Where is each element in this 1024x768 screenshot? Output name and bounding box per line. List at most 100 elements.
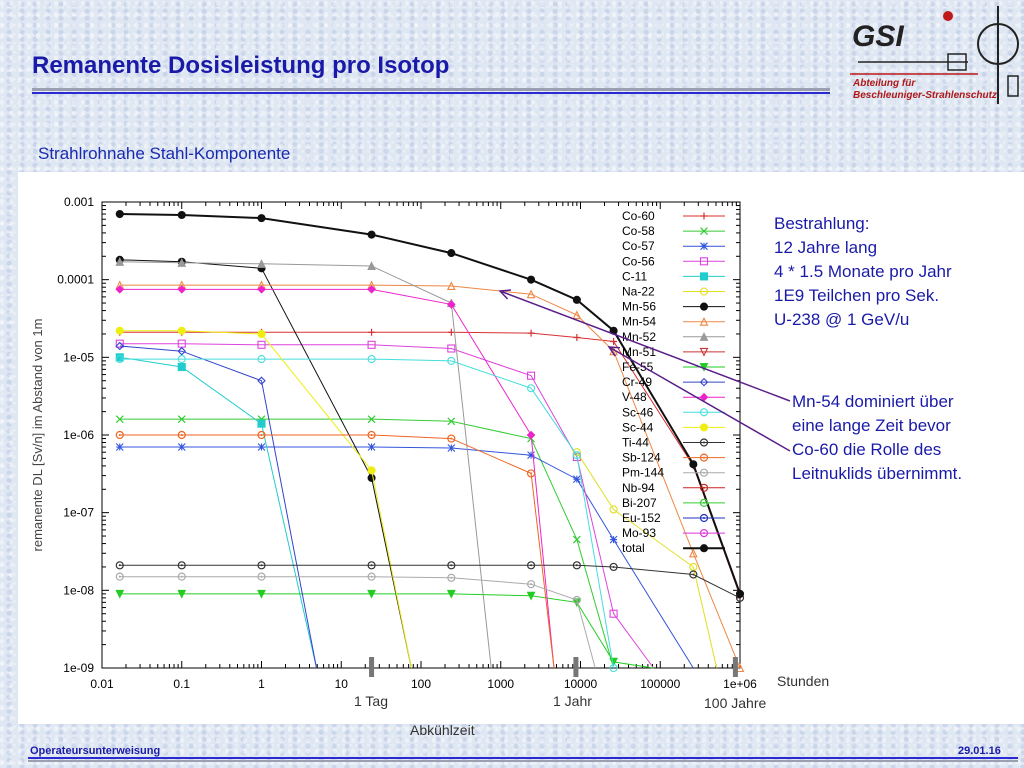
series-marker	[572, 595, 581, 605]
series-marker	[367, 466, 376, 475]
mn54-annotation-line: Leitnuklids übernimmt.	[792, 464, 963, 483]
y-tick-label: 1e-05	[63, 350, 94, 364]
series-marker	[115, 341, 125, 351]
series-marker	[115, 589, 125, 599]
title-divider	[32, 88, 830, 91]
footer-divider	[28, 757, 1018, 759]
time-mark-bar	[732, 657, 738, 677]
y-tick-label: 1e-08	[63, 583, 94, 597]
slide-subtitle: Strahlrohnahe Stahl-Komponente	[38, 144, 291, 163]
series-marker	[699, 347, 709, 357]
series-marker	[572, 475, 581, 484]
y-tick-label: 1e-09	[63, 661, 94, 675]
series-marker	[260, 434, 263, 436]
series-marker	[177, 415, 186, 424]
footer-divider-accent	[28, 760, 1018, 762]
annotation-arrow-head	[498, 289, 512, 300]
series-marker	[257, 340, 266, 349]
series-marker	[367, 230, 376, 239]
series-marker	[703, 456, 705, 459]
series-marker	[447, 344, 456, 353]
series-marker	[699, 468, 709, 477]
series-marker	[367, 589, 376, 599]
series-line	[119, 343, 654, 669]
series-marker	[177, 561, 186, 570]
series-marker	[699, 513, 709, 523]
series-marker	[700, 242, 708, 251]
series-marker	[447, 561, 456, 570]
x-tick-label: 0.01	[90, 677, 114, 691]
series-v-48	[115, 285, 555, 669]
series-marker	[177, 355, 186, 364]
series-marker	[572, 561, 581, 570]
irradiation-note-line: Bestrahlung:	[774, 214, 870, 233]
legend-label: Eu-152	[622, 511, 661, 525]
series-line	[119, 358, 615, 669]
series-marker	[367, 443, 376, 451]
series-marker	[572, 535, 581, 544]
series-marker	[689, 460, 698, 469]
legend-label: C-11	[622, 269, 647, 283]
time-mark-label-year: 1 Jahr	[553, 693, 592, 709]
irradiation-note-line: 4 * 1.5 Monate pro Jahr	[774, 262, 952, 281]
series-marker	[572, 295, 581, 304]
series-marker	[115, 285, 125, 294]
series-line	[119, 434, 555, 669]
series-marker	[370, 575, 373, 578]
series-line	[119, 284, 741, 669]
series-marker	[177, 572, 186, 581]
series-sc-46	[115, 355, 618, 673]
series-marker	[367, 355, 376, 364]
series-pm-144	[115, 572, 596, 669]
series-marker	[118, 434, 121, 436]
series-cr-49	[115, 341, 317, 669]
series-marker	[527, 451, 535, 460]
series-marker	[575, 599, 578, 602]
irradiation-note: Bestrahlung: 12 Jahre lang 4 * 1.5 Monat…	[774, 212, 952, 332]
series-line	[119, 345, 317, 669]
series-marker	[609, 663, 618, 673]
series-marker	[118, 575, 121, 578]
series-marker	[177, 285, 187, 294]
series-marker	[527, 384, 536, 393]
series-marker	[703, 532, 705, 535]
series-sb-124	[115, 430, 555, 669]
series-marker	[257, 561, 266, 570]
series-marker	[118, 564, 121, 567]
legend-label: Nb-94	[622, 481, 655, 495]
series-marker	[177, 589, 187, 599]
series-marker	[115, 561, 124, 570]
irradiation-note-line: U-238 @ 1 GeV/u	[774, 310, 910, 329]
series-marker	[180, 575, 183, 578]
series-marker	[572, 451, 581, 460]
department-label: Abteilung für Beschleuniger-Strahlenschu…	[853, 78, 997, 102]
series-marker	[447, 300, 456, 309]
series-fe-55	[115, 589, 654, 669]
series-marker	[257, 285, 266, 294]
series-marker	[699, 272, 709, 281]
series-marker	[526, 561, 536, 570]
series-marker	[115, 339, 124, 348]
series-marker	[703, 517, 705, 519]
series-marker	[257, 214, 266, 223]
series-marker	[115, 257, 125, 266]
footer-date: 29.01.16	[958, 745, 1001, 757]
series-marker	[699, 483, 709, 492]
series-marker	[699, 316, 709, 326]
legend-label: Co-57	[622, 239, 655, 253]
series-marker	[526, 469, 536, 478]
y-tick-label: 1e-07	[63, 506, 94, 520]
legend-label: V-48	[622, 390, 647, 404]
series-marker	[257, 430, 266, 440]
series-sc-44	[115, 326, 412, 669]
x-axis-title: Abkühlzeit	[410, 722, 475, 738]
series-marker	[257, 329, 266, 339]
department-line-1: Abteilung für	[853, 78, 916, 89]
series-marker	[447, 573, 456, 582]
footer-course-name: Operateursunterweisung	[30, 745, 161, 757]
legend-label: Fe-55	[622, 360, 654, 374]
series-marker	[700, 212, 708, 220]
series-marker	[699, 332, 709, 341]
mn54-annotation: Mn-54 dominiert über eine lange Zeit bev…	[792, 390, 962, 486]
series-marker	[572, 598, 582, 608]
